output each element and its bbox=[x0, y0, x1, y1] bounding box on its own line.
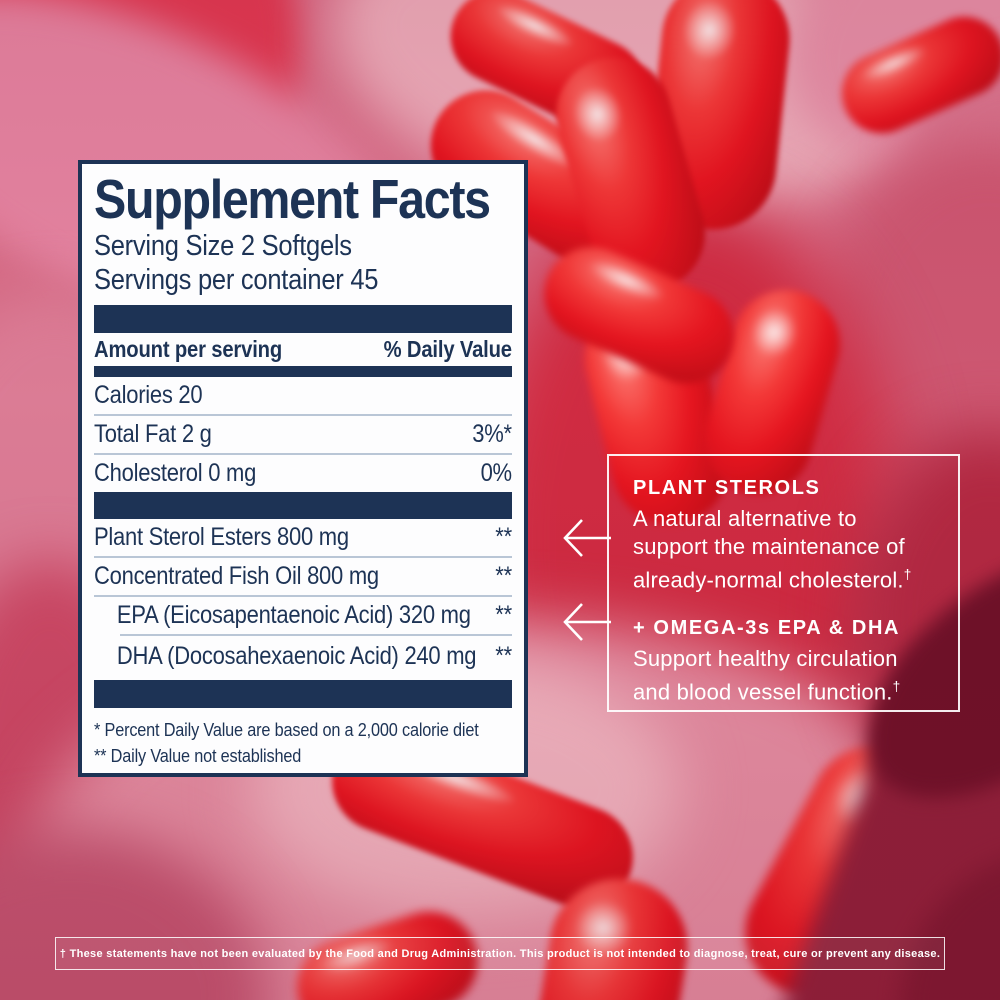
table-row: Total Fat 2 g 3%* bbox=[94, 416, 512, 453]
dagger-mark: † bbox=[903, 567, 912, 582]
nutrient-value: ** bbox=[495, 562, 512, 590]
nutrient-name: Plant Sterol Esters 800 mg bbox=[94, 523, 349, 551]
section-bar bbox=[94, 680, 512, 708]
softgel-capsule bbox=[524, 868, 698, 1000]
nutrient-value: ** bbox=[495, 641, 512, 670]
row-divider bbox=[94, 595, 512, 597]
table-row: Plant Sterol Esters 800 mg ** bbox=[94, 519, 512, 556]
servings-per-container: Servings per container 45 bbox=[94, 264, 379, 296]
panel-title: Supplement Facts bbox=[94, 168, 491, 230]
left-arrow-icon bbox=[563, 519, 611, 557]
callout-plant-sterols: PLANT STEROLS A natural alternative to s… bbox=[633, 477, 948, 594]
tray-shape bbox=[870, 820, 1000, 1000]
callout-heading: PLANT STEROLS bbox=[633, 477, 821, 499]
softgel-capsule bbox=[829, 3, 1000, 147]
nutrient-value: ** bbox=[495, 601, 512, 629]
table-row: Cholesterol 0 mg 0% bbox=[94, 455, 512, 492]
softgel-capsule bbox=[642, 0, 796, 236]
nutrient-name: Calories 20 bbox=[94, 381, 203, 409]
row-divider bbox=[94, 556, 512, 558]
callout-body: A natural alternative to support the mai… bbox=[633, 505, 948, 594]
softgel-capsule bbox=[435, 0, 660, 148]
callout-heading: + OMEGA-3s EPA & DHA bbox=[633, 617, 901, 640]
hand-shape bbox=[875, 27, 1000, 273]
fda-disclaimer-text: † These statements have not been evaluat… bbox=[59, 947, 941, 960]
supplement-facts-panel: Supplement Facts Serving Size 2 Softgels… bbox=[78, 160, 528, 777]
nutrient-name: EPA (Eicosapentaenoic Acid) 320 mg bbox=[116, 601, 471, 629]
nutrient-name: Concentrated Fish Oil 800 mg bbox=[94, 562, 379, 590]
nutrient-name: DHA (Docosahexaenoic Acid) 240 mg bbox=[116, 641, 477, 670]
nutrient-value: ** bbox=[495, 523, 512, 551]
section-bar bbox=[94, 366, 512, 377]
nutrient-value: 0% bbox=[480, 459, 513, 487]
callout-body: Support healthy circulation and blood ve… bbox=[633, 645, 948, 706]
footnote-not-established: ** Daily Value not established bbox=[94, 745, 302, 766]
left-arrow-icon bbox=[563, 603, 611, 641]
nutrient-name: Cholesterol 0 mg bbox=[94, 459, 257, 487]
table-row: Calories 20 bbox=[94, 377, 512, 414]
section-bar bbox=[94, 492, 512, 519]
serving-size: Serving Size 2 Softgels bbox=[94, 230, 352, 262]
callout-body-text: Support healthy circulation and blood ve… bbox=[633, 646, 898, 705]
row-divider bbox=[94, 453, 512, 455]
callout-omega3: + OMEGA-3s EPA & DHA Support healthy cir… bbox=[633, 617, 948, 706]
softgel-capsule bbox=[529, 231, 749, 399]
hand-shape bbox=[741, 0, 1000, 216]
nutrient-name: Total Fat 2 g bbox=[94, 420, 212, 448]
column-header-daily-value: % Daily Value bbox=[383, 336, 512, 362]
nutrient-value: 3%* bbox=[472, 420, 512, 448]
column-header-amount: Amount per serving bbox=[94, 336, 283, 362]
table-row: DHA (Docosahexaenoic Acid) 240 mg ** bbox=[94, 636, 512, 676]
callout-body-text: A natural alternative to support the mai… bbox=[633, 506, 905, 593]
section-bar bbox=[94, 305, 512, 333]
dagger-mark: † bbox=[892, 679, 901, 695]
fda-disclaimer-bar: † These statements have not been evaluat… bbox=[55, 937, 945, 970]
background-red-shape bbox=[0, 830, 270, 1000]
footnote-daily-value: * Percent Daily Value are based on a 2,0… bbox=[94, 719, 479, 740]
table-row: Concentrated Fish Oil 800 mg ** bbox=[94, 558, 512, 595]
row-divider bbox=[120, 634, 512, 636]
row-divider bbox=[94, 414, 512, 416]
softgel-capsule bbox=[542, 43, 719, 305]
table-row: EPA (Eicosapentaenoic Acid) 320 mg ** bbox=[94, 597, 512, 634]
table-header-row: Amount per serving % Daily Value bbox=[94, 333, 512, 366]
benefits-callout: PLANT STEROLS A natural alternative to s… bbox=[607, 454, 960, 712]
